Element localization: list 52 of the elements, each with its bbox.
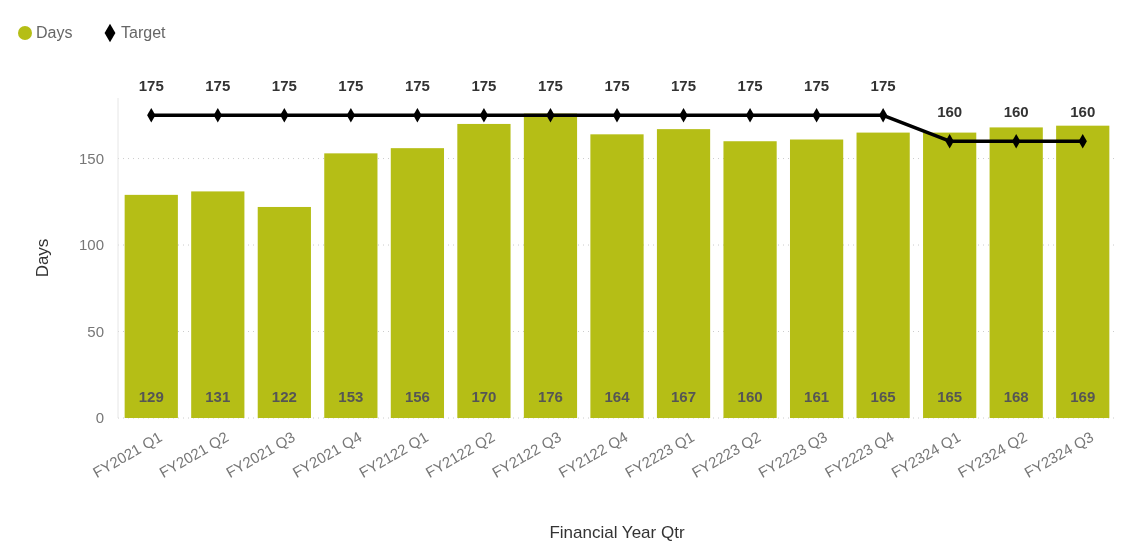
data-label: 160 [1070,103,1096,121]
data-label: 168 [1003,388,1029,405]
data-label: 175 [604,77,630,95]
y-axis-title: Days [33,238,52,278]
data-label: 129 [138,388,164,405]
data-label: 175 [537,77,563,95]
legend-label: Target [121,24,167,41]
bar [191,191,245,418]
bar [1056,125,1110,418]
data-label: 169 [1070,388,1096,405]
data-label: 160 [737,388,763,405]
data-label: 176 [537,388,563,405]
data-label: 175 [471,77,497,95]
x-axis-title: Financial Year Qtr [549,523,685,542]
y-tick-label: 150 [78,149,104,167]
bar [789,139,844,418]
data-label: 175 [804,77,830,95]
data-label: 160 [937,103,963,121]
bar [656,129,711,418]
data-label: 165 [870,388,896,405]
data-label: 167 [671,388,697,405]
data-label: 175 [671,77,697,95]
y-tick-label: 50 [87,322,104,340]
bar [257,206,311,418]
data-label: 131 [205,388,231,405]
data-label: 164 [604,388,631,405]
y-tick-label: 100 [78,236,104,254]
y-tick-label: 0 [95,409,104,426]
bar [124,194,178,418]
data-label: 175 [870,77,896,95]
legend-label: Days [36,24,73,41]
data-label: 175 [271,77,297,95]
data-label: 175 [338,77,364,95]
data-label: 122 [271,388,297,405]
data-label: 175 [737,77,763,95]
data-label: 161 [804,388,830,405]
bar [590,134,644,418]
bar [723,141,777,418]
bar [856,132,910,418]
data-label: 175 [404,77,430,95]
data-label: 175 [138,77,164,95]
bar [324,153,378,418]
bar [457,123,511,418]
data-label: 160 [1003,103,1029,121]
data-label: 165 [937,388,963,405]
data-label: 175 [205,77,231,95]
data-label: 153 [338,388,364,405]
bar [390,148,445,418]
data-label: 156 [404,388,430,405]
bar [923,132,977,418]
data-label: 170 [471,388,497,405]
bar [989,127,1043,418]
